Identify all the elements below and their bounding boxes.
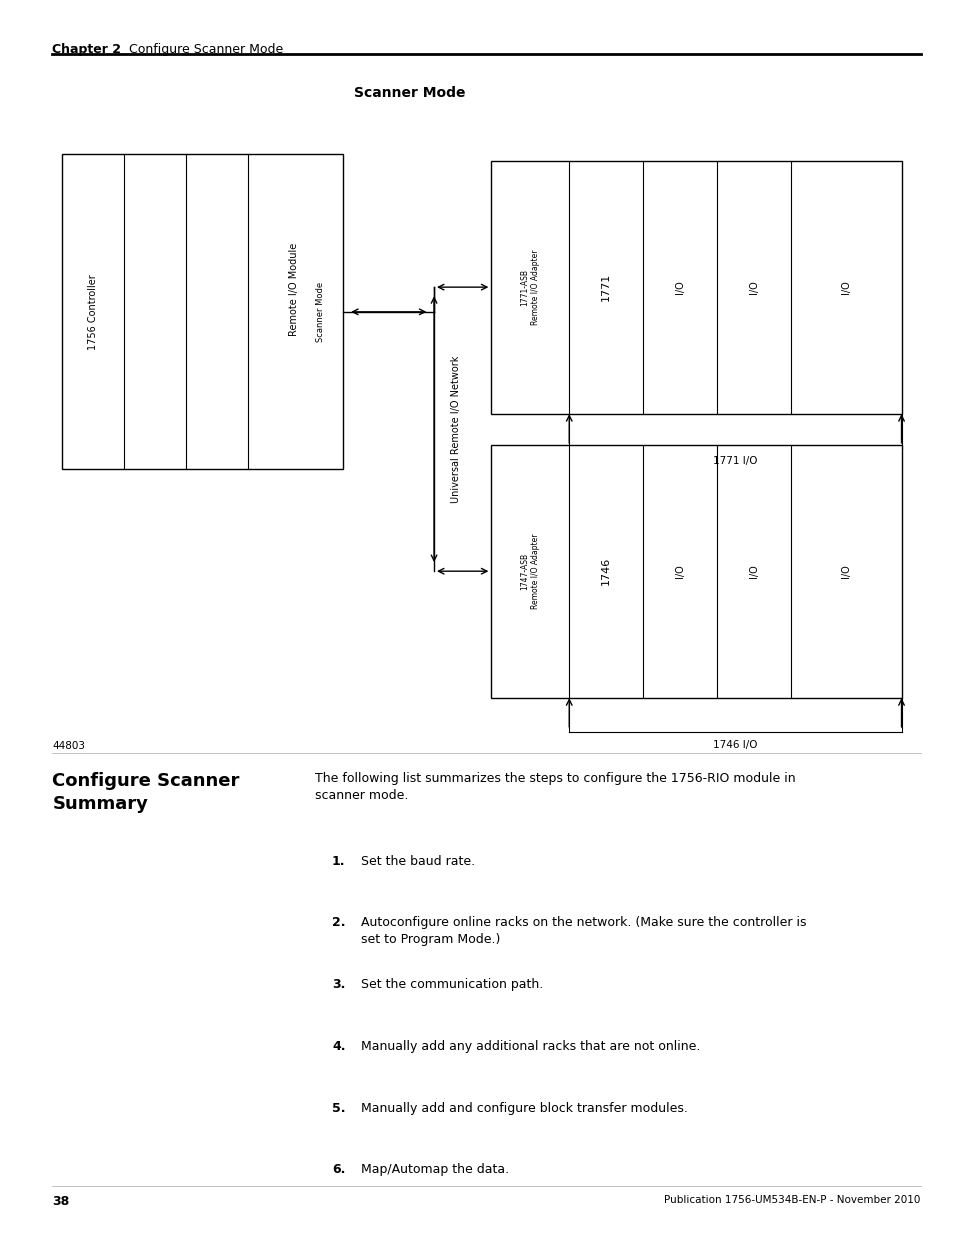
Text: Set the communication path.: Set the communication path. [360, 978, 542, 992]
Text: I/O: I/O [748, 564, 758, 578]
Text: 4.: 4. [332, 1040, 345, 1053]
Text: Configure Scanner
Summary: Configure Scanner Summary [52, 772, 239, 813]
Text: Chapter 2: Chapter 2 [52, 43, 121, 57]
Text: 1746: 1746 [600, 557, 611, 585]
Text: 44803: 44803 [52, 741, 86, 751]
Text: Publication 1756-UM534B-EN-P - November 2010: Publication 1756-UM534B-EN-P - November … [663, 1195, 920, 1205]
Bar [491, 445, 901, 698]
Text: 1746 I/O: 1746 I/O [713, 740, 757, 750]
Text: 2.: 2. [332, 916, 345, 930]
Text: 3.: 3. [332, 978, 345, 992]
Bar [62, 154, 343, 469]
Text: I/O: I/O [841, 564, 850, 578]
Text: I/O: I/O [675, 280, 684, 294]
Text: Autoconfigure online racks on the network. (Make sure the controller is
set to P: Autoconfigure online racks on the networ… [360, 916, 805, 946]
Text: 6.: 6. [332, 1163, 345, 1177]
Text: The following list summarizes the steps to configure the 1756-RIO module in
scan: The following list summarizes the steps … [314, 772, 795, 803]
Text: 1771 I/O: 1771 I/O [713, 456, 757, 466]
Text: Configure Scanner Mode: Configure Scanner Mode [129, 43, 283, 57]
Text: 1747-ASB
Remote I/O Adapter: 1747-ASB Remote I/O Adapter [519, 534, 539, 609]
Text: Universal Remote I/O Network: Universal Remote I/O Network [451, 356, 460, 503]
Text: I/O: I/O [675, 564, 684, 578]
Text: Scanner Mode: Scanner Mode [355, 86, 465, 100]
Text: 1.: 1. [332, 855, 345, 868]
Text: Map/Automap the data.: Map/Automap the data. [360, 1163, 508, 1177]
Text: I/O: I/O [841, 280, 850, 294]
Text: I/O: I/O [748, 280, 758, 294]
Text: 5.: 5. [332, 1102, 345, 1115]
Text: Remote I/O Module: Remote I/O Module [289, 243, 299, 336]
Bar [491, 161, 901, 414]
Text: 38: 38 [52, 1195, 70, 1209]
Text: 1771-ASB
Remote I/O Adapter: 1771-ASB Remote I/O Adapter [519, 249, 539, 325]
Text: 1756 Controller: 1756 Controller [88, 274, 98, 350]
Text: Manually add and configure block transfer modules.: Manually add and configure block transfe… [360, 1102, 687, 1115]
Text: 1771: 1771 [600, 273, 611, 301]
Text: Scanner Mode: Scanner Mode [316, 282, 325, 342]
Text: Manually add any additional racks that are not online.: Manually add any additional racks that a… [360, 1040, 700, 1053]
Text: Set the baud rate.: Set the baud rate. [360, 855, 475, 868]
